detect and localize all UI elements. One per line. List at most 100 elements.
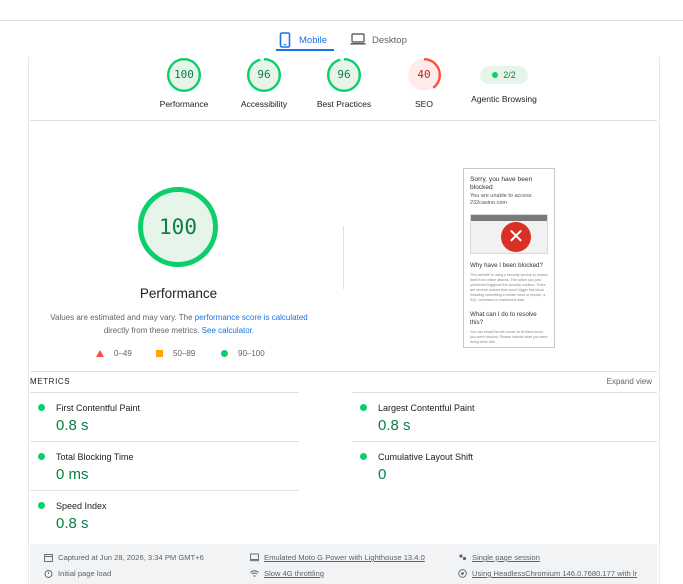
score-ring: 96 bbox=[247, 58, 281, 92]
blocked-subtitle: You are unable to access 232casino.com bbox=[470, 193, 532, 206]
metric-value: 0 ms bbox=[56, 466, 89, 483]
device-icon bbox=[250, 553, 259, 562]
performance-score: 100 bbox=[159, 215, 197, 239]
calendar-icon bbox=[44, 553, 53, 562]
desc-text: directly from these metrics. bbox=[103, 326, 202, 335]
metric-value: 0.8 s bbox=[56, 515, 89, 532]
gauge-accessibility[interactable]: 96 Accessibility bbox=[209, 58, 319, 109]
gauge-label: Agentic Browsing bbox=[471, 94, 537, 104]
legend-pass: 90–100 bbox=[221, 349, 265, 358]
square-icon bbox=[156, 350, 163, 357]
legend-average: 50–89 bbox=[156, 349, 195, 358]
active-tab-indicator bbox=[276, 49, 334, 51]
metric-cls: Cumulative Layout Shift 0 bbox=[352, 441, 657, 490]
ring-arc bbox=[327, 58, 361, 92]
triangle-icon bbox=[96, 350, 104, 357]
what-text: You can email the site owner to let them… bbox=[470, 330, 548, 344]
device-tabs: Mobile Desktop bbox=[0, 28, 683, 56]
runtime-text: Emulated Moto G Power with Lighthouse 13… bbox=[264, 553, 425, 562]
score-ring: 40 bbox=[407, 58, 441, 92]
runtime-emulated[interactable]: Emulated Moto G Power with Lighthouse 13… bbox=[250, 553, 425, 562]
gauge-label: Accessibility bbox=[240, 99, 288, 109]
metric-name: Speed Index bbox=[56, 501, 107, 511]
pass-dot-icon bbox=[38, 404, 45, 411]
legend-label: 0–49 bbox=[114, 349, 132, 358]
ring-arc bbox=[167, 58, 201, 92]
score-value: 96 bbox=[257, 68, 271, 81]
ring-arc bbox=[138, 187, 218, 267]
legend-label: 50–89 bbox=[173, 349, 196, 358]
gauge-label: Performance bbox=[159, 99, 209, 109]
metric-name: Largest Contentful Paint bbox=[378, 403, 475, 413]
gauge-label: SEO bbox=[415, 99, 433, 109]
metric-speed-index: Speed Index 0.8 s bbox=[30, 490, 299, 539]
desc-text: Values are estimated and may vary. The bbox=[50, 313, 195, 322]
score-value: 40 bbox=[417, 68, 431, 81]
runtime-captured: Captured at Jun 28, 2026, 3:34 PM GMT+6 bbox=[44, 553, 204, 562]
agentic-badge-value: 2/2 bbox=[503, 70, 516, 80]
agentic-badge: 2/2 bbox=[480, 66, 528, 84]
runtime-text: Captured at Jun 28, 2026, 3:34 PM GMT+6 bbox=[58, 553, 204, 562]
runtime-throttling[interactable]: Slow 4G throttling bbox=[250, 569, 324, 578]
browser-bar bbox=[471, 215, 547, 221]
top-divider bbox=[0, 20, 683, 21]
legend-label: 90–100 bbox=[238, 349, 265, 358]
score-ring: 96 bbox=[327, 58, 361, 92]
tab-desktop[interactable]: Desktop bbox=[350, 28, 407, 52]
ring-fill bbox=[408, 59, 440, 91]
pass-dot-icon bbox=[38, 453, 45, 460]
runtime-initial-load: Initial page load bbox=[44, 569, 111, 578]
tab-mobile[interactable]: Mobile bbox=[279, 28, 327, 52]
legend-fail: 0–49 bbox=[96, 349, 132, 358]
runtime-text: Slow 4G throttling bbox=[264, 569, 324, 578]
blocked-title: Sorry, you have been blocked bbox=[470, 176, 533, 191]
browser-icon bbox=[458, 569, 467, 578]
circle-icon bbox=[221, 350, 228, 357]
runtime-browser[interactable]: Using HeadlessChromium 146.0.7680.177 wi… bbox=[458, 569, 637, 578]
section-divider bbox=[30, 371, 657, 372]
runtime-text: Single page session bbox=[472, 553, 540, 562]
metric-tbt: Total Blocking Time 0 ms bbox=[30, 441, 299, 490]
gauge-performance[interactable]: 100 Performance bbox=[129, 58, 239, 109]
tab-mobile-label: Mobile bbox=[299, 34, 327, 46]
runtime-text: Initial page load bbox=[58, 569, 112, 578]
metric-fcp: First Contentful Paint 0.8 s bbox=[30, 392, 299, 441]
metric-value: 0.8 s bbox=[56, 417, 89, 434]
performance-gauge-large: 100 bbox=[138, 187, 218, 267]
score-calculated-link[interactable]: performance score is calculated bbox=[194, 313, 308, 322]
final-screenshot-thumbnail[interactable]: Sorry, you have been blocked You are una… bbox=[463, 168, 555, 348]
gauge-agentic-browsing[interactable]: 2/2 Agentic Browsing bbox=[449, 58, 559, 104]
pass-dot-icon bbox=[360, 453, 367, 460]
pass-dot-icon bbox=[360, 404, 367, 411]
metric-name: Cumulative Layout Shift bbox=[378, 452, 474, 462]
gauge-label: Best Practices bbox=[316, 99, 372, 109]
smartphone-icon bbox=[279, 32, 293, 48]
score-value: 100 bbox=[174, 68, 194, 81]
laptop-icon bbox=[350, 32, 366, 48]
score-ring: 100 bbox=[167, 58, 201, 92]
gauge-best-practices[interactable]: 96 Best Practices bbox=[289, 58, 399, 109]
runtime-session[interactable]: Single page session bbox=[458, 553, 540, 562]
tab-desktop-label: Desktop bbox=[372, 34, 407, 46]
pass-dot-icon bbox=[492, 72, 499, 78]
ring-arc bbox=[407, 58, 441, 92]
pass-dot-icon bbox=[38, 502, 45, 509]
timer-icon bbox=[44, 569, 53, 578]
ring-fill bbox=[140, 189, 216, 265]
metric-name: Total Blocking Time bbox=[56, 452, 134, 462]
report-panel bbox=[28, 57, 660, 584]
ring-fill bbox=[168, 59, 200, 91]
see-calculator-link[interactable]: See calculator. bbox=[201, 326, 255, 335]
ring-arc bbox=[247, 58, 281, 92]
metric-lcp: Largest Contentful Paint 0.8 s bbox=[352, 392, 657, 441]
wifi-icon bbox=[250, 569, 259, 578]
metrics-heading: METRICS bbox=[30, 377, 71, 386]
expand-view-button[interactable]: Expand view bbox=[606, 377, 652, 386]
runtime-text: Using HeadlessChromium 146.0.7680.177 wi… bbox=[472, 569, 638, 578]
why-heading: Why have I been blocked? bbox=[470, 262, 543, 269]
performance-description: Values are estimated and may vary. The p… bbox=[48, 311, 310, 337]
gauge-seo[interactable]: 40 SEO bbox=[369, 58, 479, 109]
performance-title: Performance bbox=[139, 286, 218, 301]
metric-value: 0 bbox=[378, 466, 387, 483]
people-icon bbox=[458, 553, 467, 562]
